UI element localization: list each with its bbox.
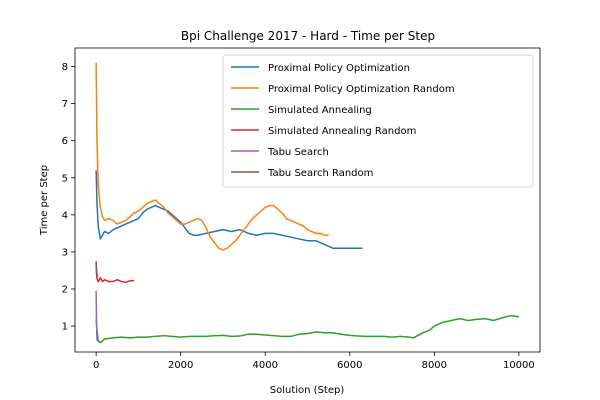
legend-box — [222, 54, 534, 188]
legend-label-3: Simulated Annealing Random — [268, 126, 416, 137]
y-tick-label-7: 8 — [62, 62, 68, 73]
legend-label-5: Tabu Search Random — [267, 168, 373, 179]
axes-layer: 0 2000 4000 6000 8000 10000 1 2 3 4 5 6 7 8 — [62, 47, 541, 371]
y-tick-label-1: 2 — [62, 284, 68, 295]
x-tick-label-2: 4000 — [253, 360, 278, 371]
series-line-1 — [95, 62, 329, 251]
series-line-5 — [95, 261, 99, 277]
legend-label-0: Proximal Policy Optimization — [268, 63, 410, 74]
legend-label-4: Tabu Search — [267, 147, 329, 158]
legend: Proximal Policy Optimization Proximal Pol… — [222, 54, 534, 188]
y-axis-label: Time per Step — [39, 165, 50, 236]
y-tick-label-4: 5 — [62, 173, 68, 184]
series-line-0 — [95, 170, 363, 249]
series-line-4 — [95, 290, 99, 342]
legend-label-1: Proximal Policy Optimization Random — [268, 84, 455, 95]
x-tick-label-3: 6000 — [337, 360, 362, 371]
series-line-3 — [95, 262, 135, 284]
series-line-2 — [95, 314, 519, 344]
chart-title: Bpi Challenge 2017 - Hard - Time per Ste… — [181, 29, 435, 43]
legend-label-2: Simulated Annealing — [268, 105, 372, 116]
y-tick-label-2: 3 — [62, 247, 68, 258]
y-tick-label-6: 7 — [62, 99, 68, 110]
axes-frame — [74, 47, 541, 353]
y-tick-label-5: 6 — [62, 136, 68, 147]
series-layer — [95, 62, 519, 344]
x-tick-label-4: 8000 — [422, 360, 447, 371]
x-axis-label: Solution (Step) — [270, 385, 345, 396]
x-tick-label-0: 0 — [93, 360, 99, 371]
y-tick-label-0: 1 — [62, 322, 68, 333]
x-tick-label-1: 2000 — [168, 360, 193, 371]
y-tick-label-3: 4 — [62, 210, 68, 221]
x-tick-label-5: 10000 — [503, 360, 535, 371]
